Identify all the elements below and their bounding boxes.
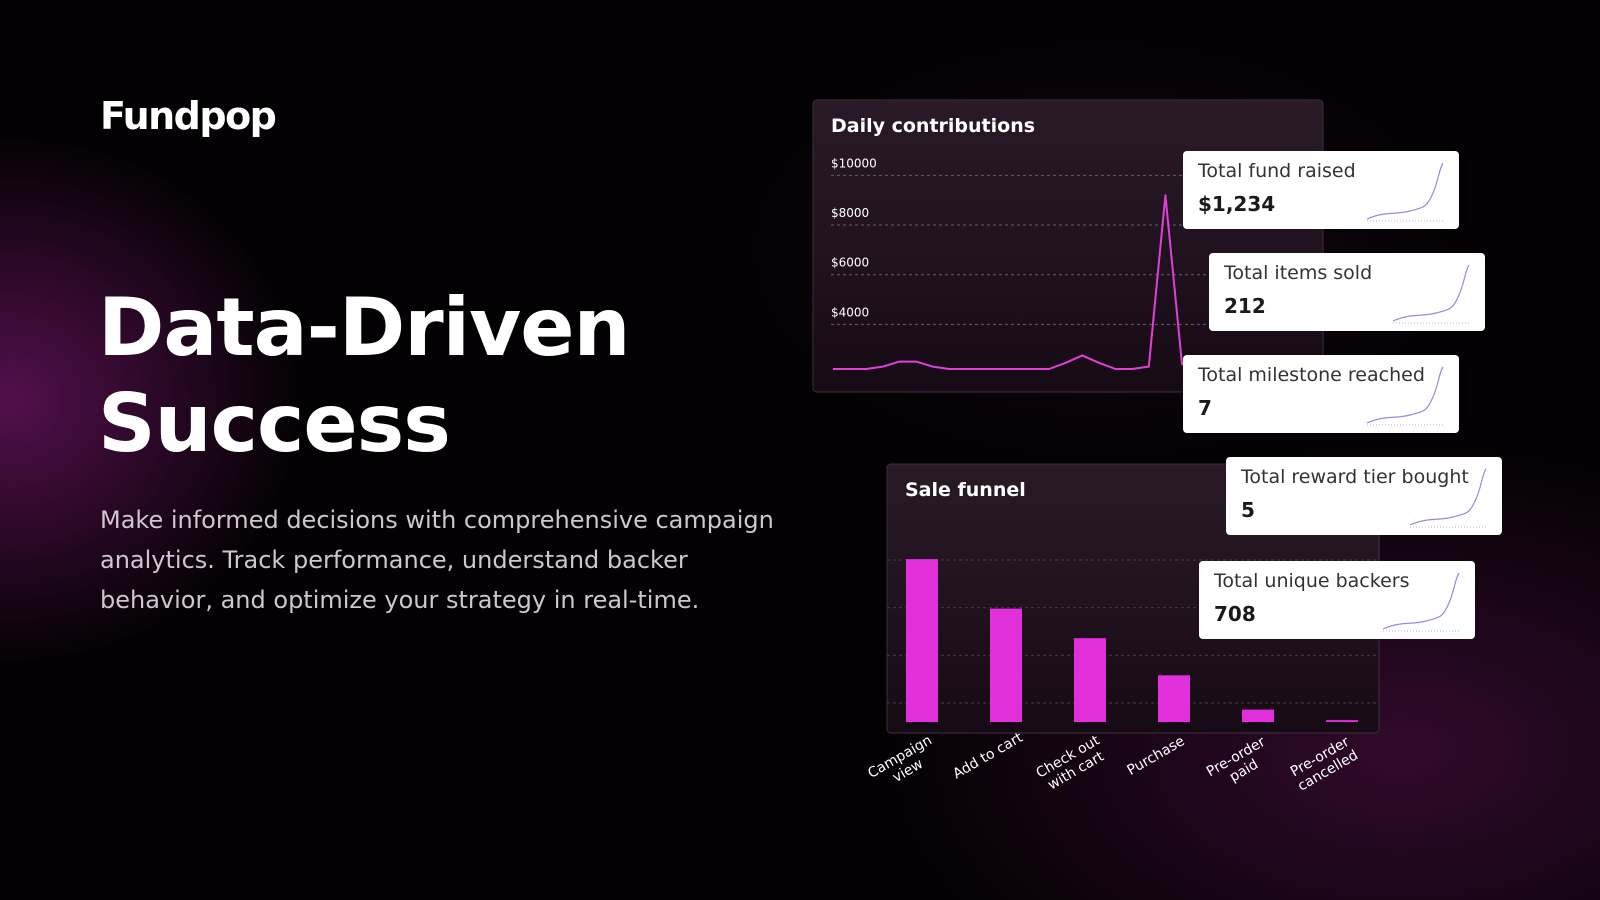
stat-value: 7: [1198, 396, 1212, 420]
panel-title: Daily contributions: [831, 115, 1035, 137]
y-tick-label: $4000: [831, 305, 869, 319]
panel: [812, 99, 1324, 393]
y-tick-label: $10000: [831, 156, 877, 170]
stat-card: Total unique backers 708: [1199, 561, 1475, 639]
stat-value: 212: [1224, 294, 1266, 318]
bar: [990, 608, 1022, 722]
y-tick-label: $8000: [831, 206, 869, 220]
bar: [1074, 638, 1106, 722]
stat-value: $1,234: [1198, 192, 1276, 216]
sparkline: [1366, 162, 1445, 222]
bar: [1242, 709, 1274, 722]
headline: Data-Driven Success: [98, 281, 630, 470]
description: Make informed decisions with comprehensi…: [100, 506, 774, 614]
stat-label: Total items sold: [1224, 262, 1373, 284]
stat-label: Total milestone reached: [1198, 364, 1425, 386]
sparkline: [1392, 264, 1471, 324]
bar: [1326, 720, 1358, 722]
stat-label: Total reward tier bought: [1241, 466, 1469, 488]
stat-label: Total unique backers: [1214, 570, 1410, 592]
stat-card: Total reward tier bought 5: [1226, 457, 1502, 535]
stat-value: 5: [1241, 498, 1255, 522]
brand-logo: Fundpop: [100, 94, 277, 138]
bar: [906, 559, 938, 722]
stat-label: Total fund raised: [1198, 160, 1356, 182]
sparkline: [1382, 572, 1461, 632]
y-tick-label: $6000: [831, 256, 869, 270]
panel-title: Sale funnel: [905, 479, 1026, 501]
bar: [1158, 675, 1190, 722]
stat-card: Total items sold 212: [1209, 253, 1485, 331]
sparkline: [1366, 366, 1445, 426]
stat-value: 708: [1214, 602, 1256, 626]
sparkline: [1409, 468, 1488, 528]
stat-card: Total fund raised $1,234: [1183, 151, 1459, 229]
stat-card: Total milestone reached 7: [1183, 355, 1459, 433]
